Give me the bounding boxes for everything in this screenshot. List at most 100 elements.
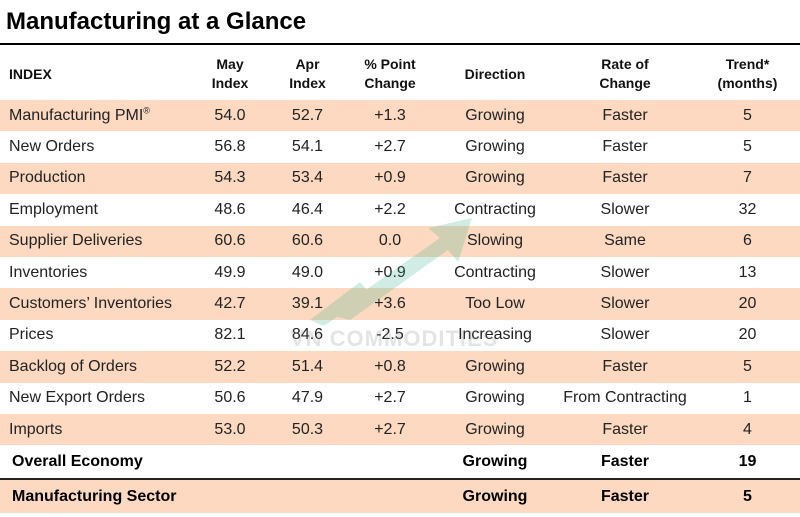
row-index-name: Customers’ Inventories bbox=[0, 288, 190, 320]
row-direction: Slowing bbox=[435, 225, 555, 257]
header-index: INDEX bbox=[9, 65, 52, 82]
row-rate-of-change: Slower bbox=[600, 200, 650, 218]
row-may-value: 60.6 bbox=[190, 225, 270, 257]
row-point-change: +2.7 bbox=[345, 413, 435, 446]
row-may-value: 56.8 bbox=[214, 138, 246, 156]
row-direction: Growing bbox=[435, 100, 555, 132]
summary-trend: 19 bbox=[695, 445, 800, 481]
row-rate-of-change: Slower bbox=[600, 326, 650, 344]
row-point-change: +0.9 bbox=[374, 263, 406, 281]
row-rate-of-change: Faster bbox=[555, 162, 695, 195]
row-point-change: +1.3 bbox=[345, 100, 435, 132]
summary-direction: Growing bbox=[435, 479, 555, 514]
row-index-name: Prices bbox=[9, 326, 54, 344]
summary-rate-of-change: Faster bbox=[555, 445, 695, 481]
row-direction: Increasing bbox=[458, 326, 532, 344]
row-index-name: Production bbox=[0, 162, 190, 195]
summary-trend: 5 bbox=[695, 479, 800, 514]
row-apr-value: 47.9 bbox=[291, 389, 324, 407]
row-trend: 20 bbox=[738, 326, 757, 344]
page-title: Manufacturing at a Glance bbox=[6, 8, 307, 35]
table-row: Employment 48.6 46.4 +2.2 Contracting Sl… bbox=[0, 194, 800, 225]
row-may-value: 49.9 bbox=[214, 263, 246, 281]
row-index-name: Imports bbox=[0, 413, 190, 446]
row-trend: 32 bbox=[738, 200, 757, 218]
row-direction: Growing bbox=[435, 162, 555, 195]
row-rate-of-change: Faster bbox=[602, 138, 648, 156]
header-point-change: % Point Change bbox=[364, 56, 416, 91]
table-row: Manufacturing PMI® 54.0 52.7 +1.3 Growin… bbox=[0, 100, 800, 132]
row-direction: Contracting bbox=[454, 263, 536, 281]
row-apr-value: 50.3 bbox=[270, 413, 345, 446]
table-row: Production 54.3 53.4 +0.9 Growing Faster… bbox=[0, 162, 800, 195]
manufacturing-table: INDEX May Index Apr Index % Point Change Di… bbox=[0, 48, 800, 514]
row-rate-of-change: Same bbox=[555, 225, 695, 257]
empty-cell bbox=[190, 479, 270, 514]
row-point-change: 0.0 bbox=[345, 225, 435, 257]
table-row: Backlog of Orders 52.2 51.4 +0.8 Growing… bbox=[0, 351, 800, 383]
empty-cell bbox=[270, 479, 345, 514]
row-may-value: 54.0 bbox=[190, 100, 270, 132]
summary-name: Overall Economy bbox=[0, 445, 190, 481]
table-header-row: INDEX May Index Apr Index % Point Change Di… bbox=[0, 48, 800, 100]
header-may-index: May Index bbox=[211, 56, 249, 91]
row-point-change: +2.2 bbox=[374, 200, 406, 218]
row-index-name: Manufacturing PMI® bbox=[0, 100, 190, 132]
row-trend: 20 bbox=[695, 288, 800, 320]
row-point-change: +3.6 bbox=[345, 288, 435, 320]
header-direction: Direction bbox=[464, 65, 526, 82]
row-direction: Growing bbox=[435, 413, 555, 446]
row-apr-value: 51.4 bbox=[270, 351, 345, 383]
table-row: New Orders 56.8 54.1 +2.7 Growing Faster… bbox=[0, 131, 800, 162]
row-apr-value: 46.4 bbox=[291, 200, 324, 218]
summary-rate-of-change: Faster bbox=[555, 479, 695, 514]
row-rate-of-change: From Contracting bbox=[563, 389, 687, 407]
row-direction: Contracting bbox=[454, 200, 536, 218]
row-index-name: Employment bbox=[9, 200, 98, 218]
row-may-value: 54.3 bbox=[190, 162, 270, 195]
row-apr-value: 84.6 bbox=[291, 326, 324, 344]
summary-name: Manufacturing Sector bbox=[0, 479, 190, 514]
table-row: Customers’ Inventories 42.7 39.1 +3.6 To… bbox=[0, 288, 800, 320]
header-rate-of-change: Rate of Change bbox=[599, 56, 651, 91]
row-direction: Growing bbox=[465, 389, 525, 407]
empty-cell bbox=[345, 479, 435, 514]
row-rate-of-change: Faster bbox=[555, 351, 695, 383]
row-rate-of-change: Slower bbox=[600, 263, 650, 281]
row-trend: 13 bbox=[738, 263, 757, 281]
row-trend: 7 bbox=[695, 162, 800, 195]
empty-cell bbox=[270, 445, 345, 481]
row-rate-of-change: Slower bbox=[555, 288, 695, 320]
row-trend: 6 bbox=[695, 225, 800, 257]
row-apr-value: 39.1 bbox=[270, 288, 345, 320]
table-row: Inventories 49.9 49.0 +0.9 Contracting S… bbox=[0, 257, 800, 288]
row-point-change: +2.7 bbox=[374, 389, 406, 407]
row-index-name: Supplier Deliveries bbox=[0, 225, 190, 257]
row-trend: 5 bbox=[743, 138, 752, 156]
row-trend: 4 bbox=[695, 413, 800, 446]
row-direction: Growing bbox=[435, 351, 555, 383]
row-may-value: 53.0 bbox=[190, 413, 270, 446]
row-point-change: +2.7 bbox=[374, 138, 406, 156]
row-may-value: 42.7 bbox=[190, 288, 270, 320]
empty-cell bbox=[345, 445, 435, 481]
row-direction: Growing bbox=[465, 138, 525, 156]
summary-row-manufacturing-sector: Manufacturing Sector Growing Faster 5 bbox=[0, 479, 800, 514]
row-direction: Too Low bbox=[435, 288, 555, 320]
row-may-value: 82.1 bbox=[214, 326, 246, 344]
title-divider bbox=[0, 43, 800, 45]
row-rate-of-change: Faster bbox=[555, 413, 695, 446]
row-apr-value: 54.1 bbox=[291, 138, 324, 156]
row-index-name: New Orders bbox=[9, 138, 95, 156]
header-apr-index: Apr Index bbox=[289, 56, 326, 91]
row-may-value: 52.2 bbox=[190, 351, 270, 383]
row-may-value: 48.6 bbox=[214, 200, 246, 218]
row-trend: 5 bbox=[695, 100, 800, 132]
summary-direction: Growing bbox=[435, 445, 555, 481]
table-row: Supplier Deliveries 60.6 60.6 0.0 Slowin… bbox=[0, 225, 800, 257]
table-row: Prices 82.1 84.6 -2.5 Increasing Slower … bbox=[0, 320, 800, 351]
row-may-value: 50.6 bbox=[214, 389, 246, 407]
row-apr-value: 53.4 bbox=[270, 162, 345, 195]
row-apr-value: 52.7 bbox=[270, 100, 345, 132]
header-trend: Trend* (months) bbox=[717, 56, 778, 91]
